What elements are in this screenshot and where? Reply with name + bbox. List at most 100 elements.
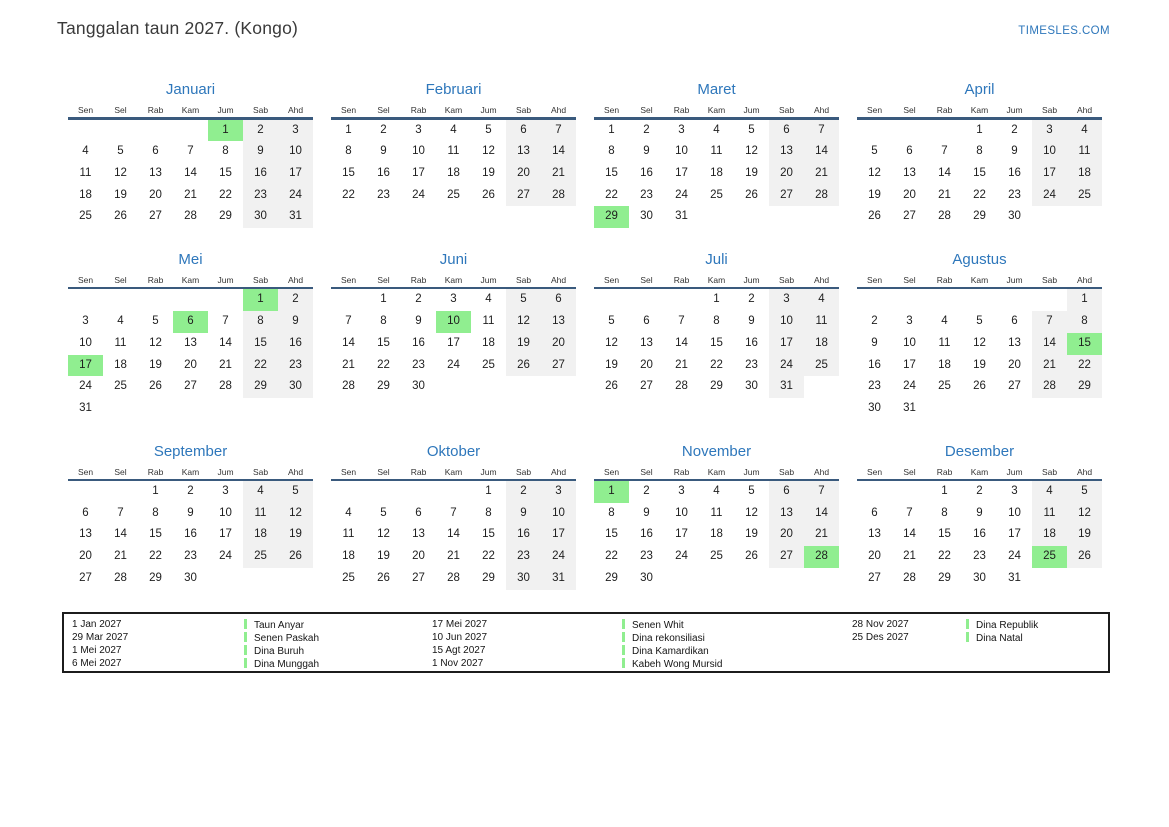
day-cell: 28 [541,184,576,207]
day-cell: 14 [804,141,839,163]
day-cell: 2 [748,293,755,306]
weekday-header: Sen [77,274,94,285]
day-cell: 8 [380,315,387,328]
day-cell: 27 [149,210,162,223]
day-cell: 30 [640,210,653,223]
day-cell: 28 [903,571,916,584]
holiday-marker-icon [244,631,247,642]
holiday-name: Dina Natal [976,632,1023,644]
month-header-rule-icon [68,286,313,290]
week-row: 27 28 29 30 [68,568,313,590]
month-januari: Januari Sen Sel Rab Kam Jum Sab Ahd 1 2 3 4 5 6 7 8 9 10 1… [68,76,313,228]
week-row: 11 12 13 14 15 16 17 [68,162,313,185]
month-title: Juni [439,250,468,268]
day-cell: 21 [903,550,916,563]
day-cell: 28 [184,210,197,223]
legend-columns: 1 Jan 2027 29 Mar 2027 1 Mei 2027 6 Mei 202… [72,619,1108,671]
holiday-date: 10 Jun 2027 [432,631,488,643]
day-cell: 12 [973,336,986,349]
day-cell: 18 [1067,162,1102,185]
week-row: 5 6 7 8 9 10 11 [857,141,1102,163]
day-cell: 16 [1008,166,1021,179]
month-header-rule-icon [857,117,1102,120]
day-cell: 1 [941,485,948,498]
day-cell: 26 [482,188,495,201]
week-row: 22 23 24 25 26 27 28 [594,546,839,568]
day-cell [664,289,699,311]
week-row: 12 13 14 15 16 17 18 [594,332,839,355]
day-cell: 22 [482,550,495,563]
weekday-header: Jum [1006,274,1023,285]
weekday-header: Rab [410,105,427,115]
weekday-header: Jum [743,274,760,285]
day-cell: 5 [117,145,124,158]
day-cell: 11 [447,145,460,158]
week-row: 5 6 7 8 9 10 11 [594,311,839,333]
day-cell: 20 [506,162,541,185]
day-cell: 21 [219,358,232,371]
day-cell: 29 [219,210,232,223]
weekday-header: Kam [444,466,463,477]
holiday-marker-icon [622,619,625,629]
holiday-entry: Senen Whit [622,619,722,632]
day-cell [664,568,699,590]
day-cell [629,289,664,311]
day-cell: 3 [678,485,685,498]
day-cell: 27 [184,380,197,393]
day-cell: 20 [149,188,162,201]
day-cell [103,481,138,503]
weekday-header: Kam [707,105,726,115]
day-cell [927,120,962,142]
day-cell: 9 [415,315,422,328]
day-cell: 28 [938,210,951,223]
weekday-header-row: Sen Sel Rab Kam Jum Sab Ahd [331,103,576,117]
day-cell: 31 [79,401,92,414]
month-februari: Februari Sen Sel Rab Kam Jum Sab Ahd 1 2 3 4 5 6 7 8 9 10… [331,76,576,207]
holiday-date: 17 Mei 2027 [432,619,488,630]
day-cell: 5 [608,315,615,328]
day-cell: 25 [804,354,839,377]
week-row: 18 19 20 21 22 23 24 [68,184,313,207]
weekday-header: Rab [673,274,690,285]
weekday-header: Sab [1041,274,1058,285]
day-cell: 24 [903,380,916,393]
week-row: 25 26 27 28 29 30 31 [68,206,313,228]
day-cell: 12 [1067,502,1102,525]
holiday-date: 25 Des 2027 [852,631,909,643]
site-link[interactable]: TIMESLES.COM [1018,25,1110,37]
weekday-header: Sen [340,274,357,285]
day-cell [208,398,243,420]
day-cell: 15 [710,336,723,349]
day-cell [278,398,313,420]
day-cell: 3 [1011,485,1018,498]
weekday-header: Sen [603,274,620,285]
day-cell: 29 [149,571,162,584]
weekday-header: Ahd [813,466,830,477]
week-row: 29 30 [594,568,839,590]
weekday-header: Sab [1041,105,1058,115]
day-cell: 6 [871,506,878,519]
holiday-entry: Dina Natal [966,631,1038,645]
day-cell: 4 [450,123,457,136]
day-cell [892,120,927,142]
day-cell: 5 [506,289,541,312]
legend-name-column: Taun Anyar Senen Paskah Dina Buruh Dina Mun… [244,619,319,671]
day-cell: 17 [219,528,232,541]
day-cell [1067,568,1102,590]
day-cell [366,481,401,503]
day-cell: 8 [608,145,615,158]
day-cell: 12 [114,166,127,179]
day-cell: 24 [447,358,460,371]
day-cell: 2 [187,485,194,498]
day-cell: 13 [1008,336,1021,349]
weekday-header: Rab [673,466,690,477]
day-cell: 28 [114,571,127,584]
day-cell: 12 [278,502,313,525]
day-cell: 14 [804,502,839,525]
legend-group: 17 Mei 2027 10 Jun 2027 15 Agt 2027 1 Nov 2… [432,619,852,671]
day-cell: 13 [868,528,881,541]
weekday-header: Sab [778,274,795,285]
